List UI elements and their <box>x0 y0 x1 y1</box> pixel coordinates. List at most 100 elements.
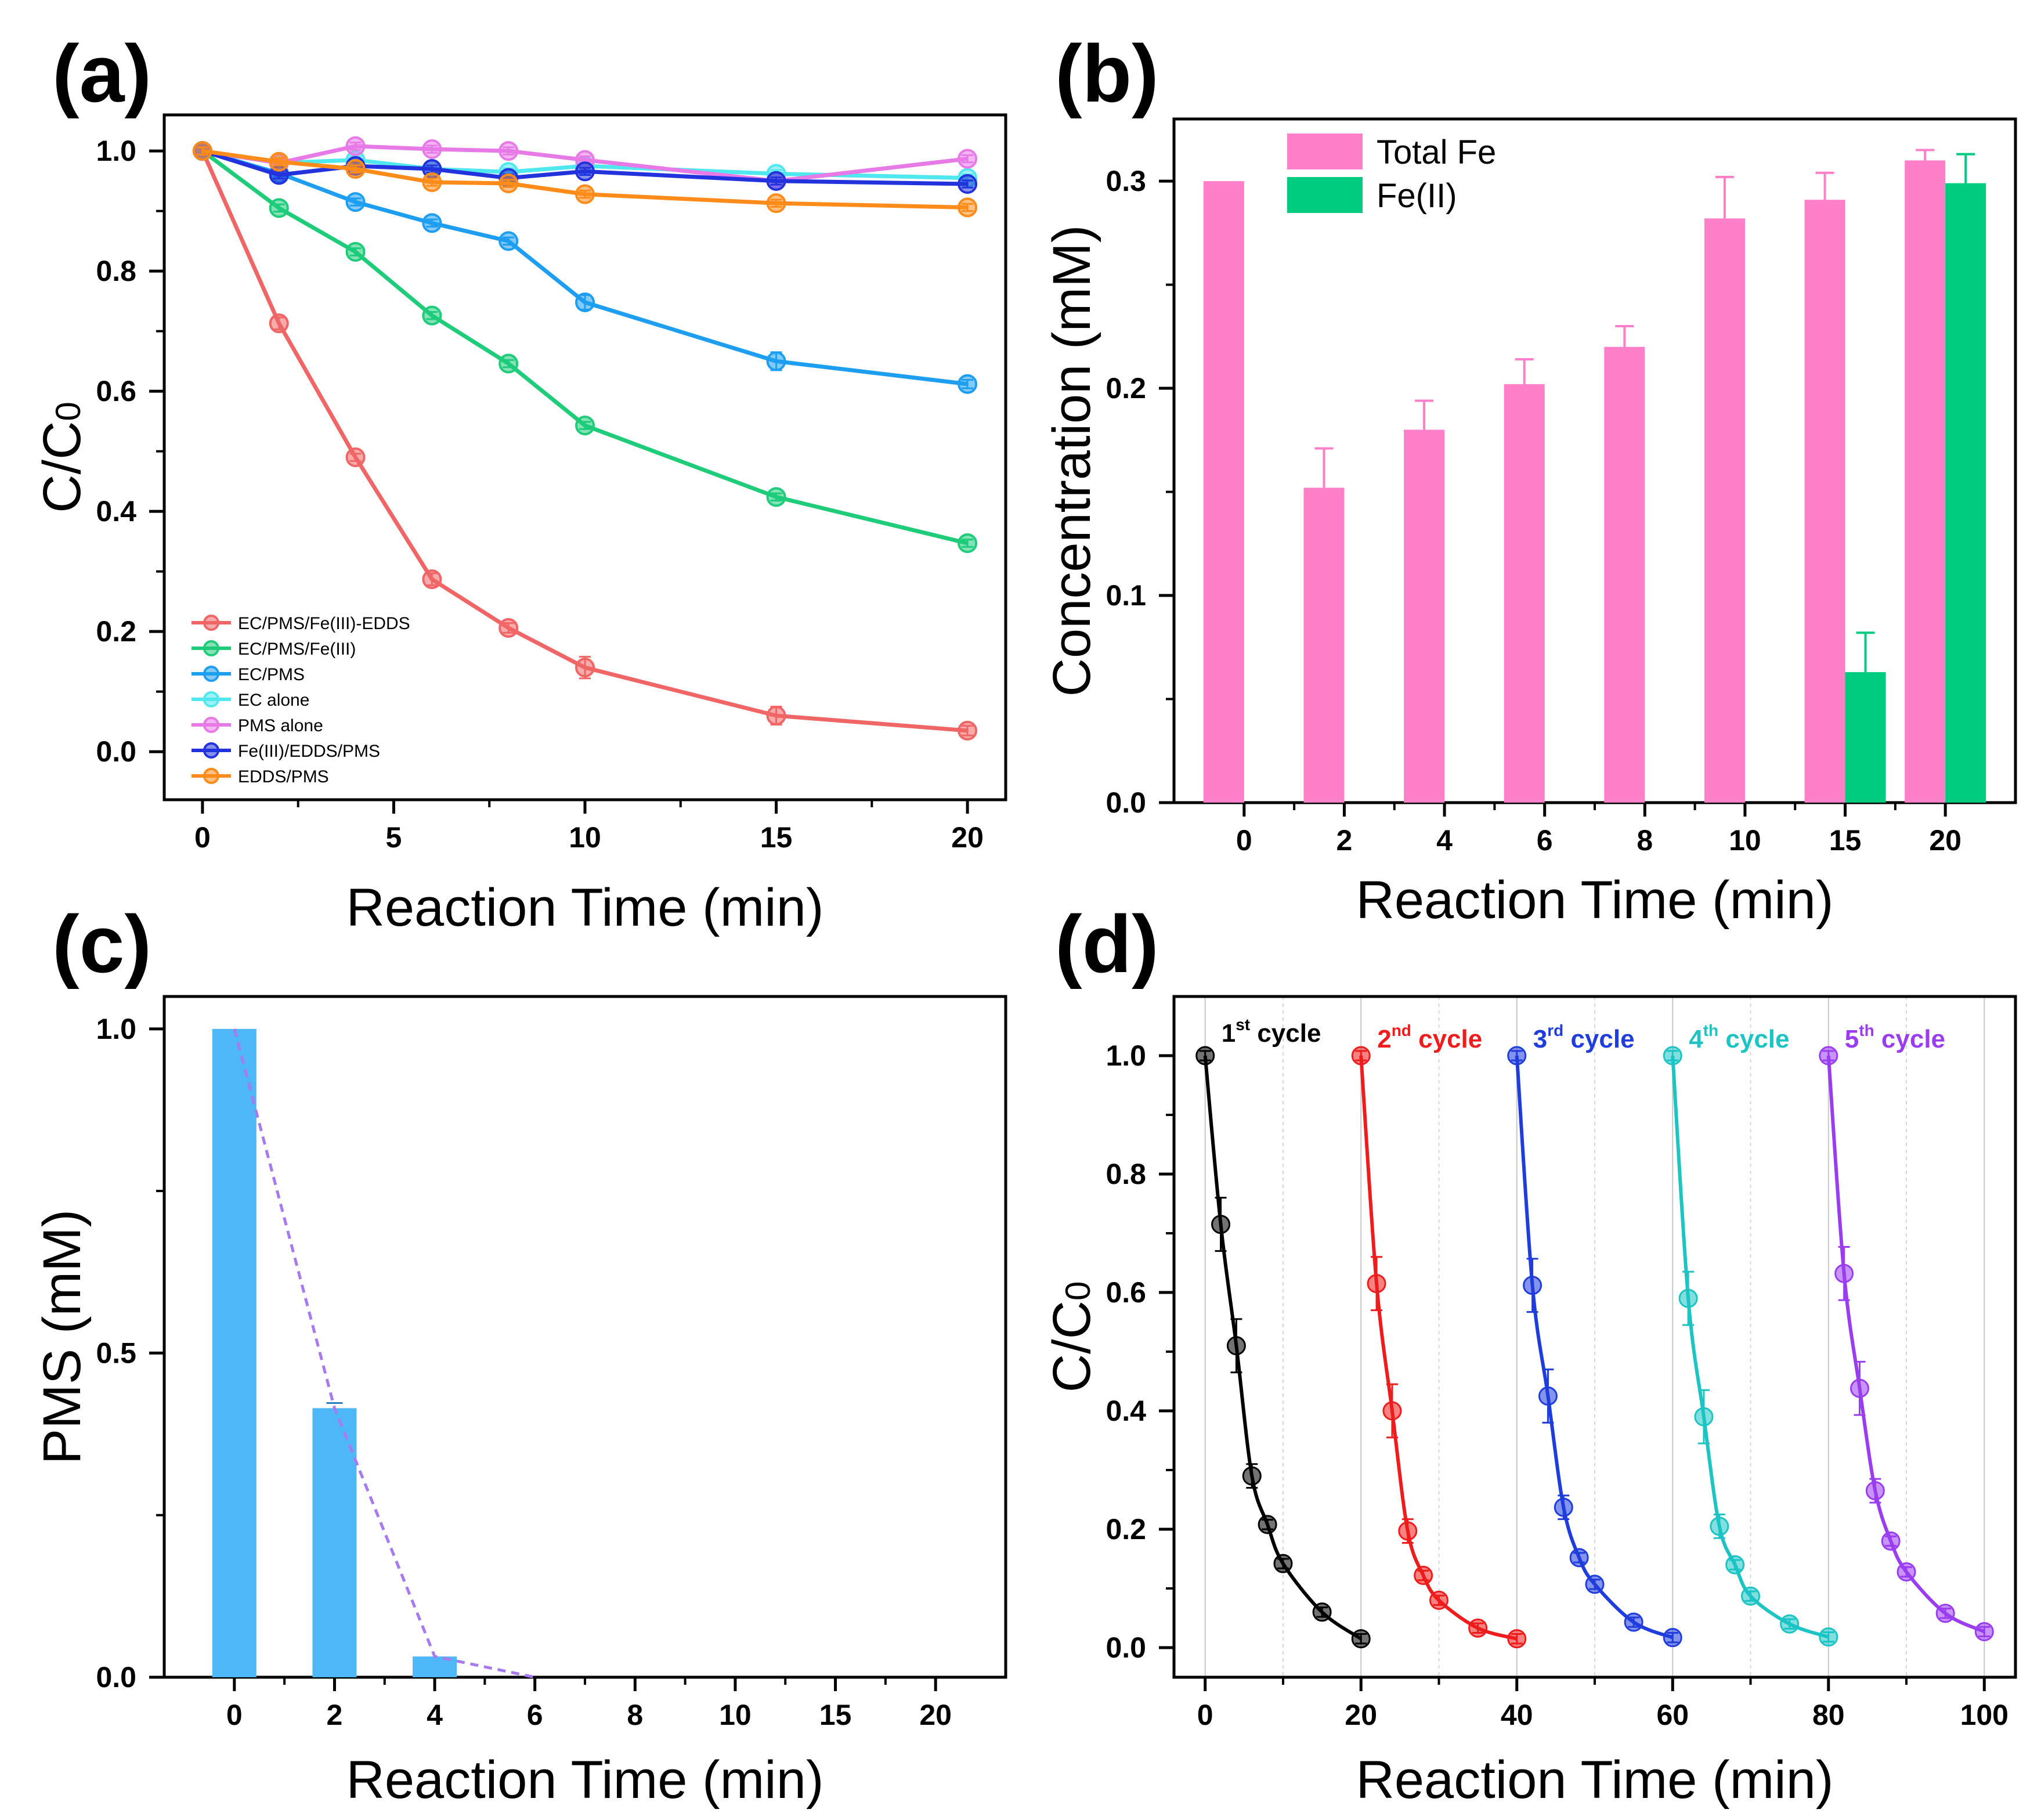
panel-a-legend-marker <box>203 666 219 682</box>
panel-a-ytick-label: 0.0 <box>96 735 136 768</box>
panel-a-data-point <box>422 172 442 192</box>
panel-a-data-point <box>422 213 442 233</box>
panel-d-cycle-curve <box>1826 1055 1985 1634</box>
panel-a-data-point <box>766 706 786 726</box>
panel-a-data-point <box>766 487 786 507</box>
panel-b-xtick-label: 15 <box>1829 824 1862 857</box>
panel-b-bar-total-fe <box>1905 160 1946 803</box>
panel-b-frame <box>1172 117 2017 804</box>
panel-a-series-line <box>200 150 968 733</box>
panel-d-data-point <box>1312 1602 1332 1622</box>
panel-a-data-point <box>269 151 289 172</box>
panel-d-data-point <box>1819 1627 1838 1647</box>
panel-d-xtick-label: 60 <box>1656 1699 1689 1731</box>
panel-d-data-point <box>1414 1566 1433 1586</box>
panel-d-data-point <box>1226 1336 1246 1356</box>
panel-b-ytick-label: 0.2 <box>1106 372 1146 405</box>
panel-b-xtick-label: 20 <box>1929 824 1961 857</box>
panel-d-data-point <box>1273 1554 1293 1573</box>
panel-label-c: (c) <box>52 898 151 990</box>
panel-d-cycle-label: 1st cycle <box>1222 1016 1321 1048</box>
panel-d-cycle-label: 4th cycle <box>1689 1021 1789 1053</box>
panel-d-cycle-label-number: 1 <box>1222 1019 1236 1048</box>
panel-a-chart: 0.0 0.2 0.4 0.6 0.8 1.0 0 5 10 15 20 Reaction Time … <box>32 113 1007 937</box>
panel-c-bar <box>212 1028 257 1677</box>
panel-a-legend-label: EC/PMS <box>238 665 305 684</box>
panel-c-frame <box>162 995 1007 1679</box>
panel-d-cycle-curve <box>1359 1055 1518 1641</box>
panel-d-y-axis-title: C/C0 <box>1042 1281 1101 1393</box>
panel-d-data-point <box>1710 1516 1729 1536</box>
panel-b-xtick-label: 2 <box>1336 824 1353 857</box>
panel-d-cycle-label-number: 3 <box>1533 1025 1547 1053</box>
panel-d-cycle-label-word: cycle <box>1563 1025 1634 1053</box>
panel-c-xtick-label: 10 <box>719 1699 752 1731</box>
panel-a-y-axis-title-subscript: 0 <box>49 402 88 421</box>
panel-d-data-point <box>1211 1215 1231 1234</box>
panel-label-a: (a) <box>52 28 151 119</box>
panel-b-xtick-label: 8 <box>1637 824 1653 857</box>
panel-b-xtick-label: 4 <box>1436 824 1453 857</box>
panel-a-data-point <box>958 533 978 554</box>
panel-d-data-point <box>1507 1046 1527 1066</box>
panel-b-ytick-label: 0.3 <box>1106 165 1146 197</box>
panel-d-data-point <box>1663 1628 1682 1648</box>
panel-c-xtick-label: 8 <box>627 1699 643 1731</box>
panel-d-data-point <box>1429 1590 1448 1610</box>
panel-d-data-point <box>1935 1604 1955 1623</box>
panel-d-xtick-label: 0 <box>1197 1699 1213 1731</box>
panel-a-data-point <box>269 198 289 218</box>
panel-d-cycle-label-word: cycle <box>1411 1025 1482 1053</box>
panel-a-data-point <box>575 184 595 204</box>
panel-d-data-point <box>1585 1575 1605 1594</box>
panel-a-data-point <box>958 149 978 169</box>
panel-d-data-point <box>1834 1263 1854 1283</box>
panel-d-ytick-label: 0.2 <box>1106 1513 1146 1545</box>
panel-d-xtick-label: 100 <box>1960 1699 2009 1731</box>
panel-c-xtick-label: 6 <box>527 1699 543 1731</box>
panel-a-data-point <box>575 161 595 182</box>
panel-b-legend-label: Fe(II) <box>1377 177 1457 215</box>
panel-a-data-point <box>958 720 978 741</box>
panel-a-legend-label: PMS alone <box>238 716 323 735</box>
panel-d-data-point <box>1351 1046 1371 1066</box>
panel-a-series-line <box>201 149 968 546</box>
panel-c-chart: 0.0 0.5 1.0 0 2 4 6 8 10 15 20 Reaction Time (min) P… <box>32 995 1007 1810</box>
panel-a-x-axis-title: Reaction Time (min) <box>346 878 823 937</box>
panel-a-legend-label: EDDS/PMS <box>238 767 329 786</box>
panel-b-legend-label: Total Fe <box>1377 133 1496 171</box>
panel-d-data-point <box>1258 1515 1277 1534</box>
panel-b-bar-total-fe <box>1404 429 1445 803</box>
panel-d-data-point <box>1398 1521 1418 1541</box>
panel-d-data-point <box>1694 1407 1714 1427</box>
panel-d-x-axis-title: Reaction Time (min) <box>1356 1750 1833 1810</box>
panel-d-cycle-label-superscript: st <box>1236 1016 1250 1034</box>
panel-a-data-point <box>345 447 366 467</box>
panel-d-data-point <box>1195 1046 1215 1066</box>
panel-c-trend-line <box>233 1028 536 1679</box>
panel-a-data-point <box>498 174 519 193</box>
panel-d-cycle-curve <box>1515 1055 1674 1640</box>
panel-d-data-point <box>1569 1548 1589 1568</box>
panel-b-bar-fe-ii <box>1845 672 1886 803</box>
panel-d-cycle-curve <box>1203 1055 1362 1641</box>
panel-d-data-point <box>1881 1531 1901 1551</box>
panel-a-data-point <box>498 353 519 374</box>
panel-d-data-point <box>1367 1274 1386 1294</box>
panel-d-data-point <box>1507 1629 1527 1649</box>
panel-d-data-point <box>1242 1466 1262 1486</box>
panel-d-xtick-label: 20 <box>1345 1699 1377 1731</box>
panel-a-data-point <box>422 305 442 326</box>
panel-label-d: (d) <box>1055 898 1159 990</box>
panel-c-x-axis-title: Reaction Time (min) <box>346 1750 823 1810</box>
panel-b-bar-total-fe <box>1203 181 1244 803</box>
panel-c-ytick-label: 1.0 <box>96 1013 136 1045</box>
panel-c-xtick-label: 0 <box>226 1699 243 1731</box>
panel-b-y-axis-title: Concentration (mM) <box>1042 225 1101 697</box>
panel-d-cycle-label-word: cycle <box>1718 1025 1789 1053</box>
panel-d-data-point <box>1741 1586 1761 1606</box>
panel-a-ytick-label: 0.8 <box>96 255 136 287</box>
panel-a-ytick-label: 0.6 <box>96 375 136 407</box>
panel-a-data-point <box>345 192 366 212</box>
panel-d-xtick-label: 40 <box>1501 1699 1533 1731</box>
